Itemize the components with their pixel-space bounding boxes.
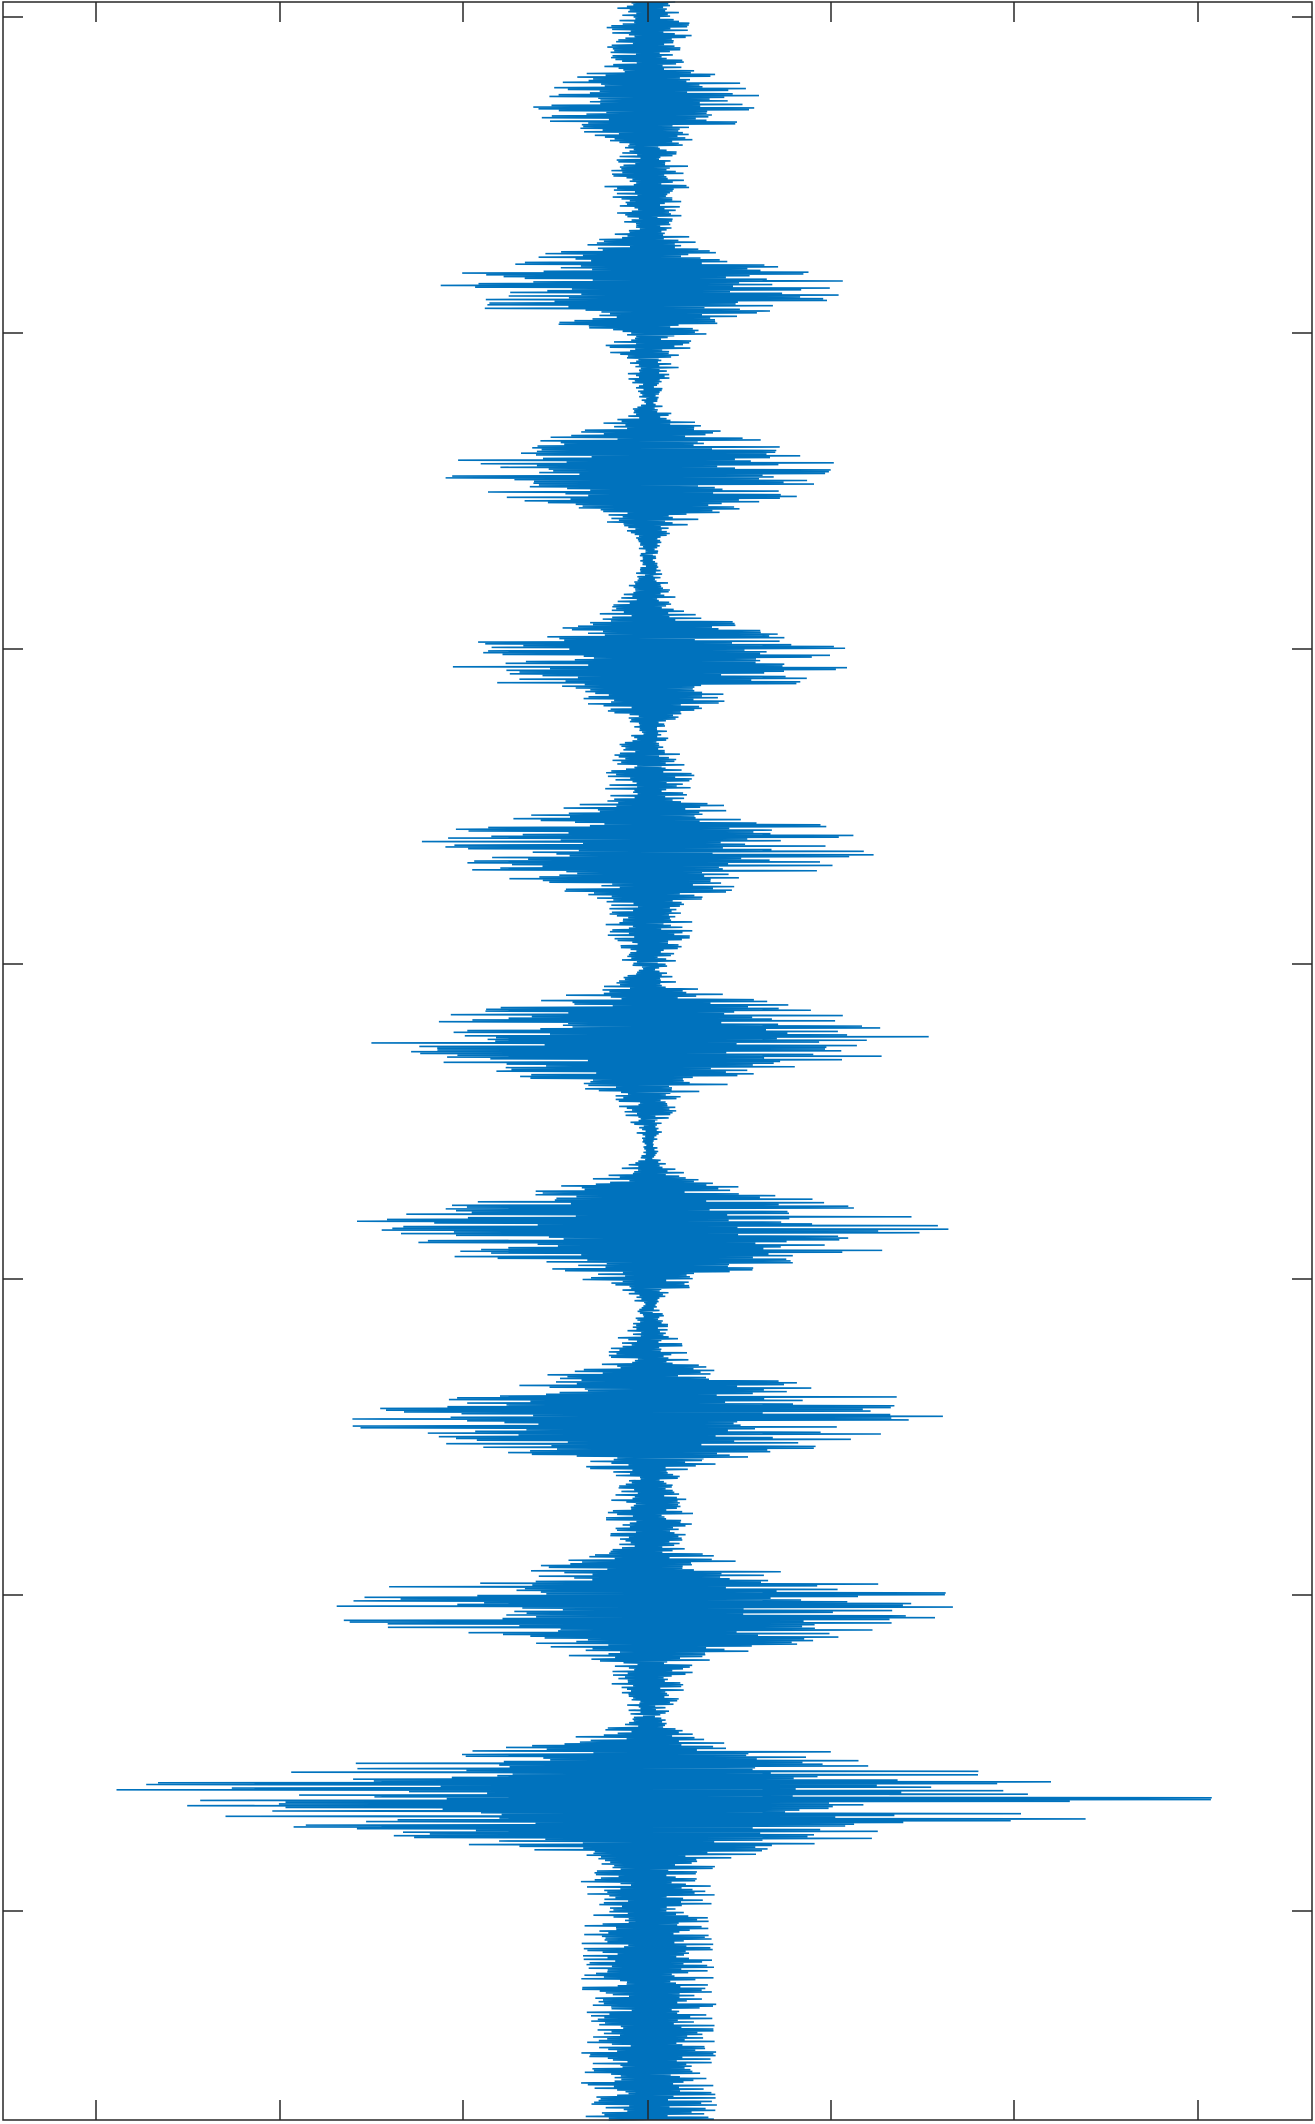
axis-ticks-group — [3, 2, 1312, 2120]
signal-trace-group — [116, 1, 1212, 2121]
signal-trace — [116, 1, 1212, 2121]
